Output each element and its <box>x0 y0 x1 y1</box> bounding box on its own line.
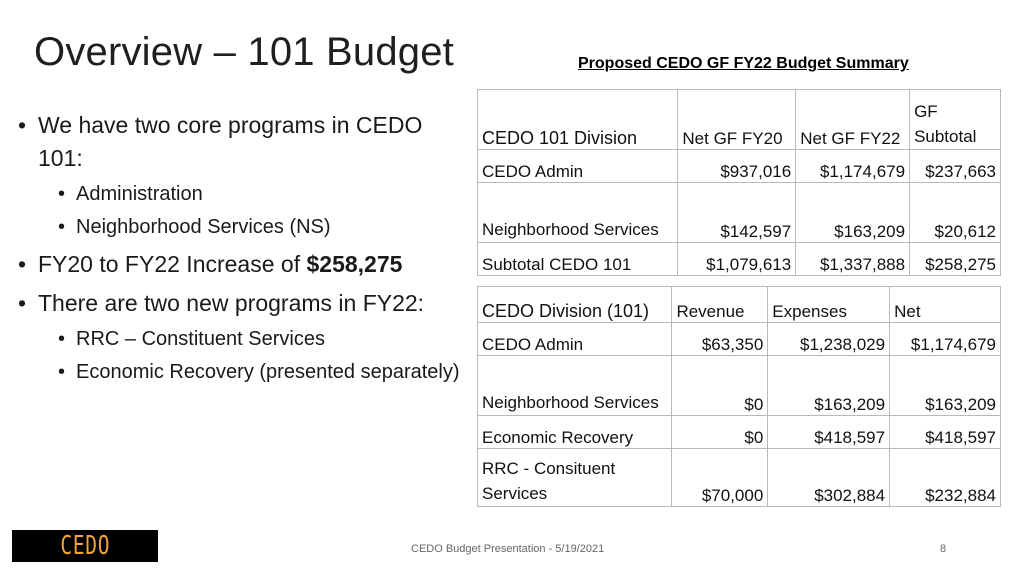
table-cell: Subtotal CEDO 101 <box>476 242 679 276</box>
table-cell: RRC - Consituent Services <box>476 448 673 507</box>
page-number: 8 <box>940 543 947 555</box>
table-cell: $20,612 <box>909 182 1001 243</box>
bullet-increase: FY20 to FY22 Increase of $258,275 <box>18 248 468 281</box>
header-cell: Revenue <box>671 286 769 323</box>
table-cell: $163,209 <box>889 355 1001 416</box>
budget-summary-table: CEDO 101 Division Net GF FY20 Net GF FY2… <box>476 89 1001 276</box>
header-cell: Expenses <box>767 286 891 323</box>
table-cell: $232,884 <box>889 448 1001 507</box>
sub-bullet-economic-recovery: Economic Recovery (presented separately) <box>18 359 468 385</box>
division-table: CEDO Division (101) Revenue Expenses Net… <box>476 286 1001 507</box>
table-cell: CEDO Admin <box>476 149 679 183</box>
table-cell: $258,275 <box>909 242 1001 276</box>
table-cell: $1,238,029 <box>767 322 891 356</box>
table-header-row: CEDO Division (101) Revenue Expenses Net <box>476 286 1001 323</box>
table-cell: $0 <box>671 415 769 449</box>
table-cell: $302,884 <box>767 448 891 507</box>
header-cell: Net GF FY20 <box>677 89 797 150</box>
logo-text: CEDO <box>60 531 110 561</box>
footer-text: CEDO Budget Presentation - 5/19/2021 <box>411 543 605 555</box>
sub-bullet-neighborhood-services: Neighborhood Services (NS) <box>18 214 468 240</box>
table-cell: $70,000 <box>671 448 769 507</box>
table-cell: $418,597 <box>889 415 1001 449</box>
table-heading: Proposed CEDO GF FY22 Budget Summary <box>578 55 909 72</box>
table-cell: CEDO Admin <box>476 322 673 356</box>
table-cell: $1,174,679 <box>889 322 1001 356</box>
table-cell: $1,079,613 <box>677 242 797 276</box>
table-cell: $1,174,679 <box>795 149 911 183</box>
increase-value: $258,275 <box>306 251 403 277</box>
table-cell: $163,209 <box>767 355 891 416</box>
table-row-subtotal: Subtotal CEDO 101 $1,079,613 $1,337,888 … <box>476 242 1001 276</box>
sub-bullet-list-core: Administration Neighborhood Services (NS… <box>18 181 468 240</box>
table-cell: $1,337,888 <box>795 242 911 276</box>
table-row: Neighborhood Services $142,597 $163,209 … <box>476 182 1001 243</box>
table-cell: Economic Recovery <box>476 415 673 449</box>
table-row: CEDO Admin $63,350 $1,238,029 $1,174,679 <box>476 322 1001 356</box>
cedo-logo: CEDO <box>12 530 158 562</box>
table-cell: $142,597 <box>677 182 797 243</box>
sub-bullet-list-new: RRC – Constituent Services Economic Reco… <box>18 326 468 385</box>
table-cell: $937,016 <box>677 149 797 183</box>
header-cell: CEDO Division (101) <box>476 286 673 323</box>
table-cell: $63,350 <box>671 322 769 356</box>
slide-title: Overview – 101 Budget <box>34 30 455 74</box>
sub-bullet-rrc: RRC – Constituent Services <box>18 326 468 352</box>
table-row: Economic Recovery $0 $418,597 $418,597 <box>476 415 1001 449</box>
table-cell: $237,663 <box>909 149 1001 183</box>
bullet-list: We have two core programs in CEDO 101: A… <box>18 109 468 393</box>
table-header-row: CEDO 101 Division Net GF FY20 Net GF FY2… <box>476 89 1001 150</box>
header-cell: Net <box>889 286 1001 323</box>
table-cell: Neighborhood Services <box>476 182 679 243</box>
bullet-core-programs: We have two core programs in CEDO 101: <box>18 109 468 175</box>
table-cell: Neighborhood Services <box>476 355 673 416</box>
header-cell: CEDO 101 Division <box>476 89 679 150</box>
table-row: RRC - Consituent Services $70,000 $302,8… <box>476 448 1001 507</box>
increase-label: FY20 to FY22 Increase of <box>38 251 307 277</box>
table-row: Neighborhood Services $0 $163,209 $163,2… <box>476 355 1001 416</box>
header-cell: Net GF FY22 <box>795 89 911 150</box>
sub-bullet-administration: Administration <box>18 181 468 207</box>
header-cell: GF Subtotal <box>909 89 1001 150</box>
bullet-new-programs: There are two new programs in FY22: <box>18 287 468 320</box>
table-row: CEDO Admin $937,016 $1,174,679 $237,663 <box>476 149 1001 183</box>
table-cell: $0 <box>671 355 769 416</box>
table-cell: $418,597 <box>767 415 891 449</box>
table-cell: $163,209 <box>795 182 911 243</box>
